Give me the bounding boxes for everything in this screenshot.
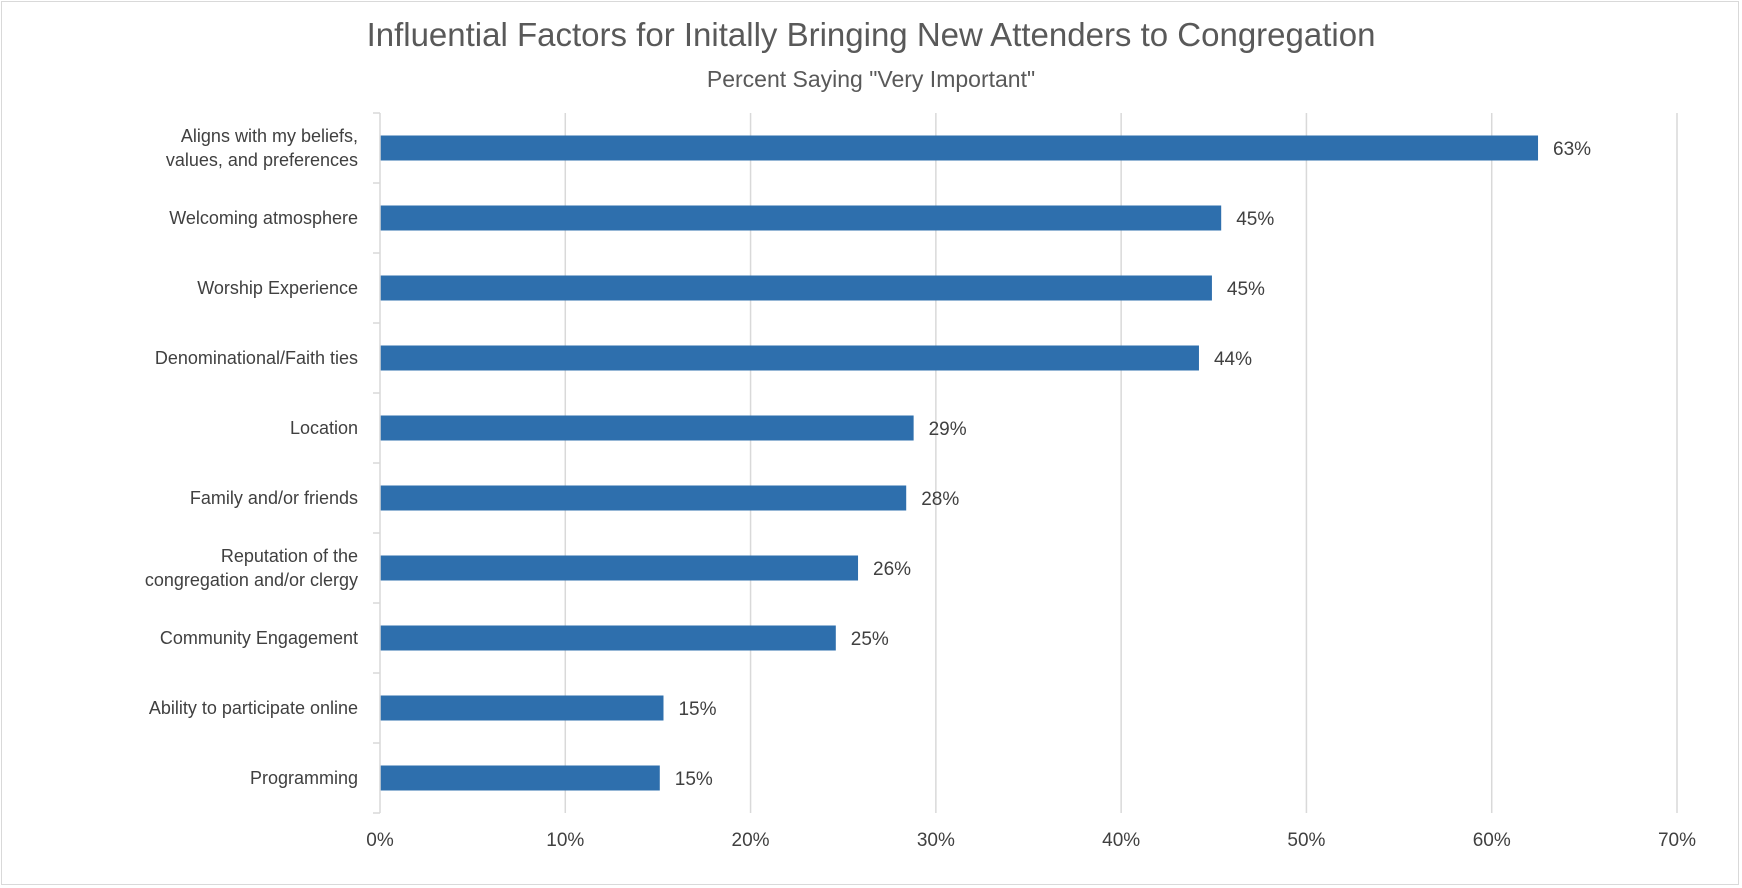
- x-tick-label: 60%: [1473, 830, 1511, 851]
- category-label-line: Ability to participate online: [149, 698, 358, 718]
- data-label: 63%: [1553, 139, 1591, 160]
- x-tick-label: 20%: [732, 830, 770, 851]
- x-tick-label: 40%: [1102, 830, 1140, 851]
- category-label: Worship Experience: [197, 278, 358, 298]
- x-tick-label: 50%: [1287, 830, 1325, 851]
- category-label: Family and/or friends: [190, 488, 358, 508]
- category-label-line: Denominational/Faith ties: [155, 348, 358, 368]
- bar: [380, 765, 660, 791]
- bar: [380, 485, 907, 511]
- x-tick-label: 70%: [1658, 830, 1696, 851]
- category-label: Reputation of the congregation and/or cle…: [145, 546, 358, 590]
- bar: [380, 275, 1212, 301]
- data-label: 45%: [1236, 209, 1274, 230]
- x-tick-label: 0%: [366, 830, 394, 851]
- category-label-line: Welcoming atmosphere: [169, 208, 358, 228]
- bar: [380, 415, 914, 441]
- chart-subtitle: Percent Saying "Very Important": [706, 66, 1036, 92]
- data-label: 29%: [929, 419, 967, 440]
- x-tick-label: 10%: [546, 830, 584, 851]
- data-label: 44%: [1214, 349, 1252, 370]
- category-label-line: Reputation of the: [221, 546, 358, 566]
- bar: [380, 345, 1199, 371]
- data-label: 28%: [921, 489, 959, 510]
- data-label: 26%: [873, 559, 911, 580]
- data-label: 25%: [851, 629, 889, 650]
- category-label: Community Engagement: [160, 628, 358, 648]
- category-label-line: Family and/or friends: [190, 488, 358, 508]
- category-label: Welcoming atmosphere: [169, 208, 358, 228]
- data-label: 15%: [675, 769, 713, 790]
- bar: [380, 695, 664, 721]
- x-tick-label: 30%: [917, 830, 955, 851]
- category-label-line: Programming: [250, 768, 358, 788]
- bar: [380, 555, 859, 581]
- category-label-line: Worship Experience: [197, 278, 358, 298]
- category-label: Location: [290, 418, 358, 438]
- category-label: Aligns with my beliefs, values, and prefe…: [166, 126, 358, 170]
- data-label: 15%: [678, 699, 716, 720]
- category-label-line: Community Engagement: [160, 628, 358, 648]
- bar: [380, 625, 836, 651]
- data-label: 45%: [1227, 279, 1265, 300]
- category-label-line: congregation and/or clergy: [145, 570, 358, 590]
- category-label: Programming: [250, 768, 358, 788]
- chart-title: Influential Factors for Initally Bringin…: [366, 16, 1376, 53]
- category-label: Ability to participate online: [149, 698, 358, 718]
- category-label-line: Aligns with my beliefs,: [181, 126, 358, 146]
- bars: [380, 135, 1539, 791]
- category-label-line: Location: [290, 418, 358, 438]
- bar: [380, 135, 1539, 161]
- category-label: Denominational/Faith ties: [155, 348, 358, 368]
- category-label-line: values, and preferences: [166, 150, 358, 170]
- bar: [380, 205, 1222, 231]
- data-labels: 63% 45% 45% 44% 29% 28% 26% 25% 15% 15%: [675, 139, 1591, 790]
- value-axis: 0% 10% 20% 30% 40% 50% 60% 70%: [366, 830, 1696, 851]
- category-axis: Aligns with my beliefs, values, and prefe…: [145, 112, 381, 814]
